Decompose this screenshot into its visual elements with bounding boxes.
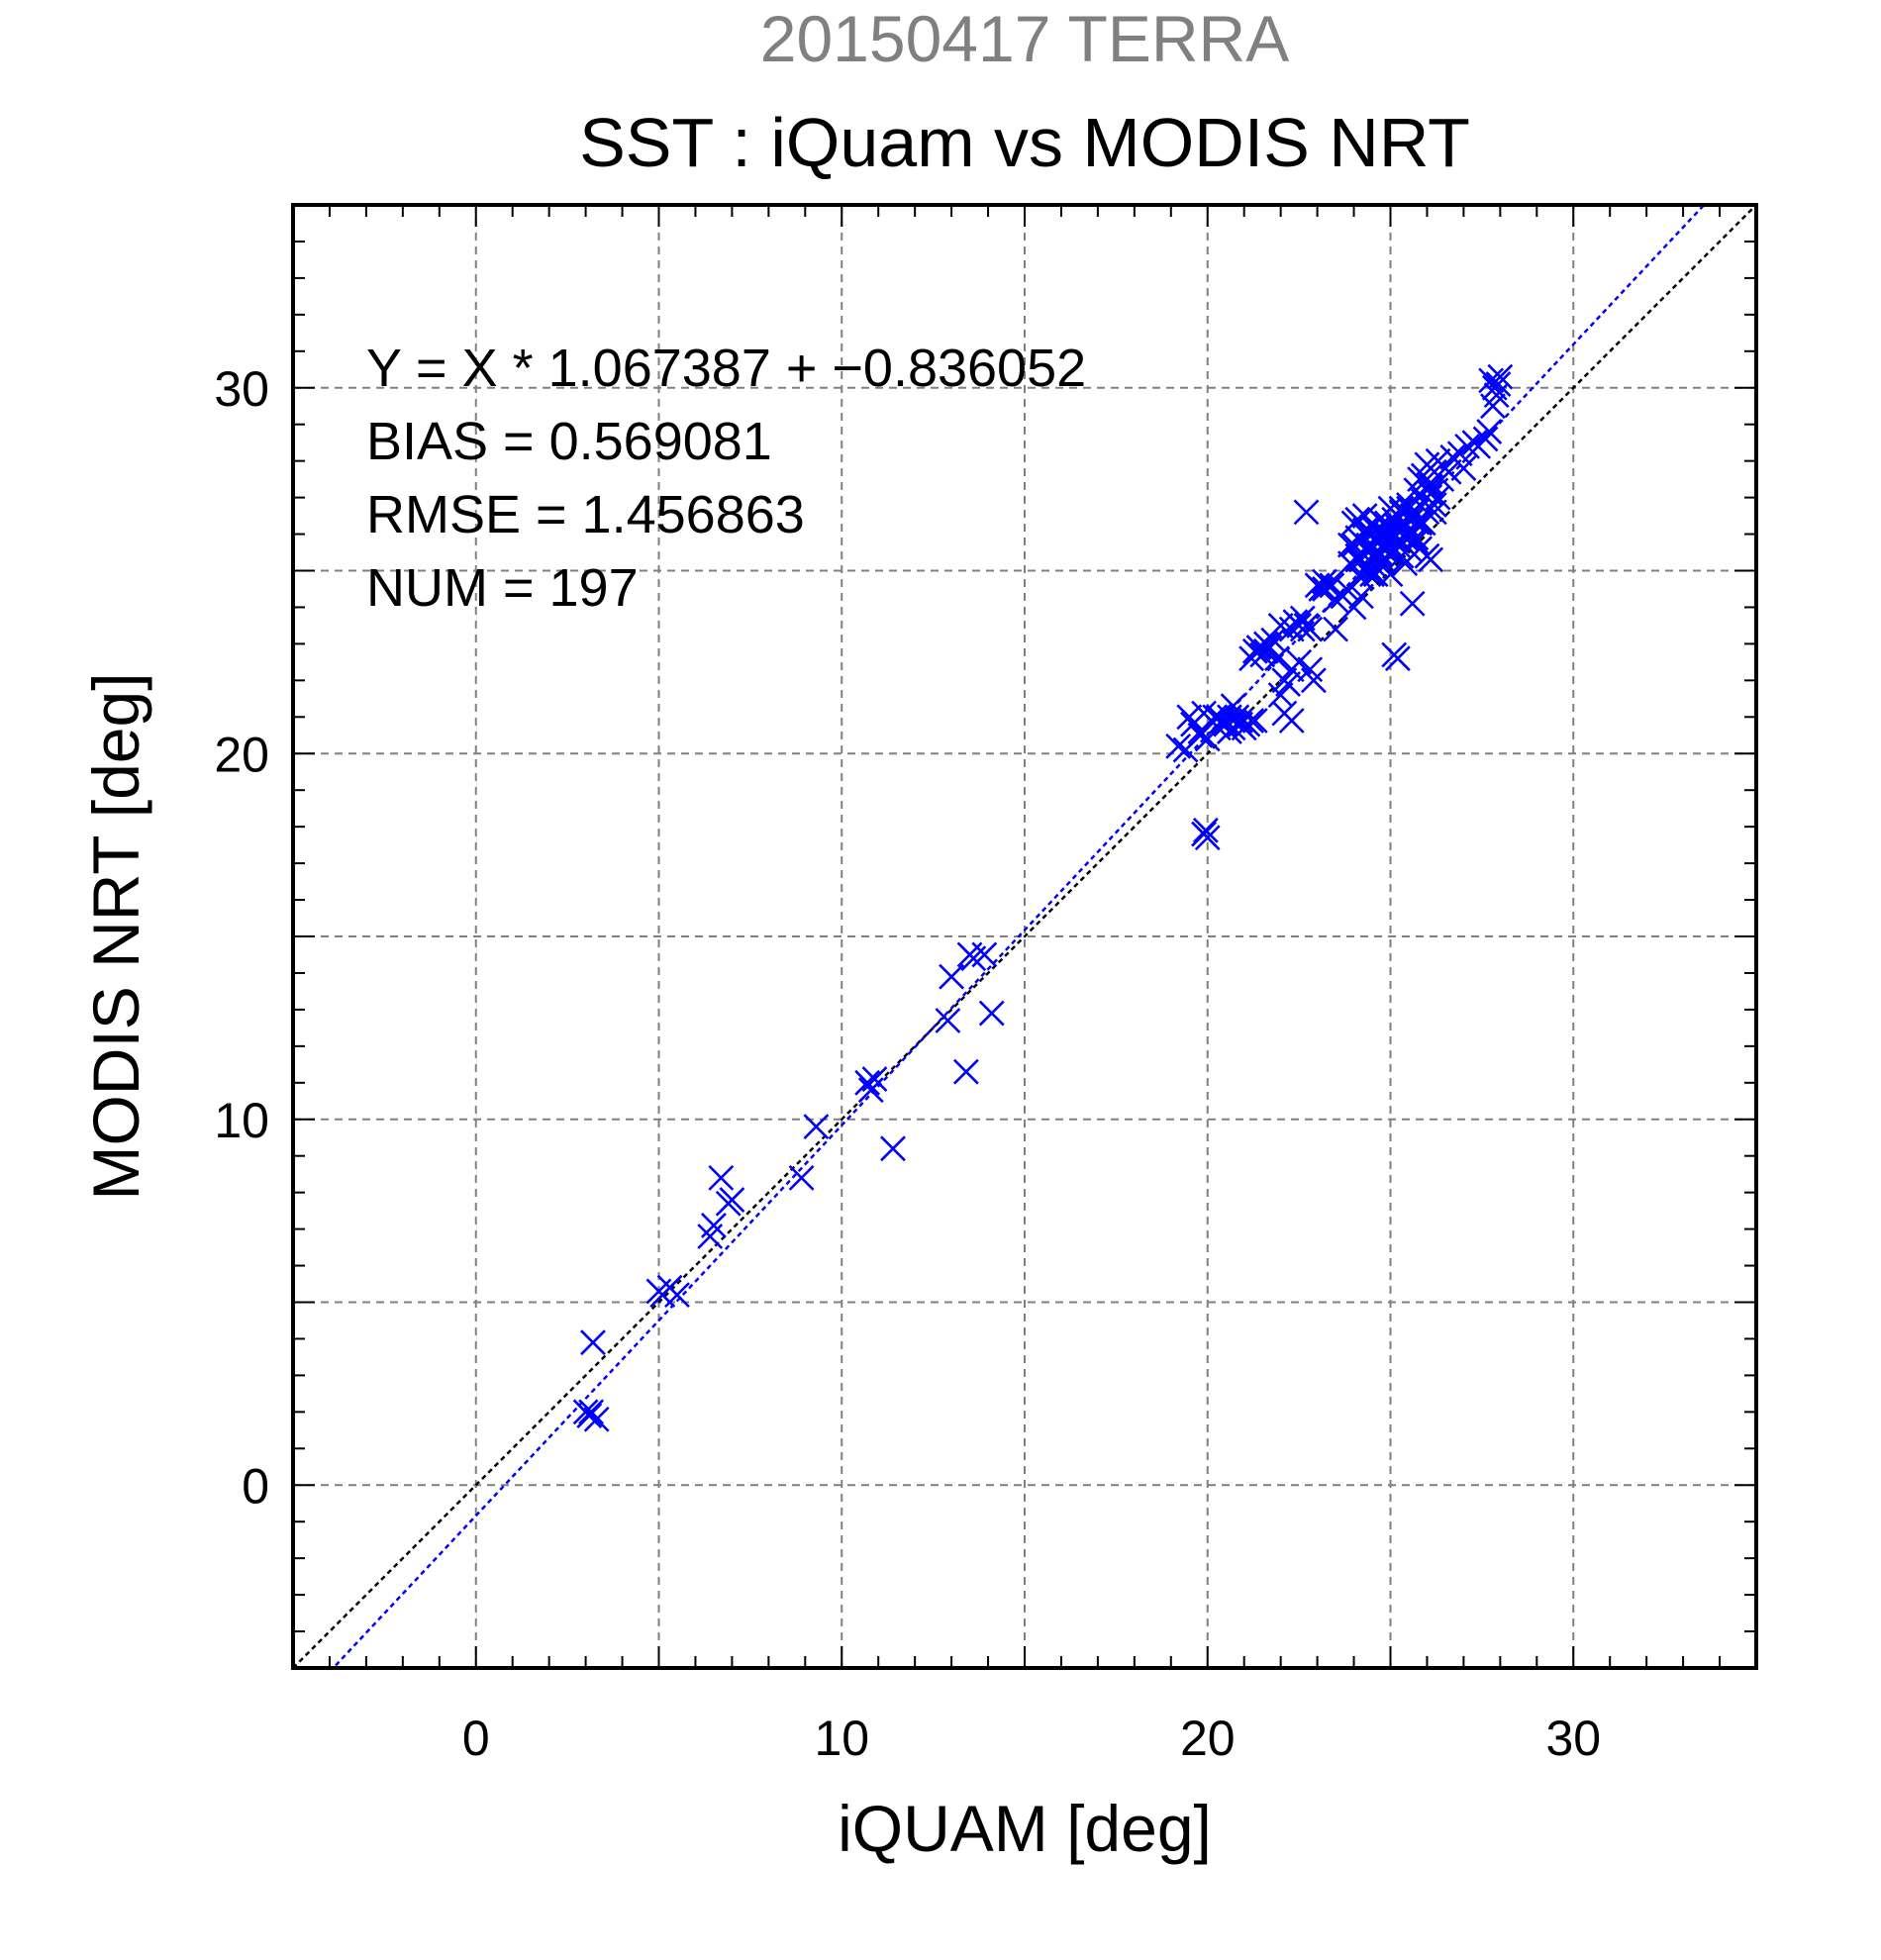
data-point <box>1418 546 1444 573</box>
data-point <box>576 1403 603 1428</box>
one-to-one-line <box>293 205 1756 1668</box>
data-point <box>1362 553 1389 580</box>
regression-line <box>331 205 1707 1668</box>
data-point <box>1238 645 1265 672</box>
plot-frame <box>291 203 1758 1670</box>
data-point <box>1264 645 1290 672</box>
x-axis-label: iQUAM [deg] <box>838 1792 1212 1865</box>
data-point <box>1348 564 1374 591</box>
data-point <box>1478 367 1505 394</box>
data-point <box>1399 590 1426 617</box>
data-point <box>1241 708 1268 734</box>
data-point <box>1289 616 1316 642</box>
data-point <box>1323 616 1348 642</box>
data-point <box>1388 495 1415 522</box>
data-point <box>1454 433 1481 459</box>
data-point <box>803 1114 830 1140</box>
data-point <box>1450 455 1477 481</box>
data-point <box>1293 499 1320 526</box>
data-point <box>701 1212 727 1238</box>
data-point <box>1418 473 1444 500</box>
y-tick-label: 0 <box>242 1458 269 1514</box>
data-point <box>1297 656 1324 683</box>
stat-num: NUM = 197 <box>366 558 639 618</box>
data-point <box>708 1164 735 1191</box>
data-point <box>1228 711 1253 737</box>
stats-box: Y = X * 1.067387 + −0.836052 BIAS = 0.56… <box>366 339 1086 618</box>
data-point <box>1481 374 1508 401</box>
data-point <box>1348 583 1374 610</box>
data-point <box>1165 733 1192 759</box>
data-point <box>1336 532 1363 558</box>
x-tick-label: 30 <box>1545 1711 1601 1766</box>
data-point <box>580 1329 606 1356</box>
data-point <box>1373 521 1400 547</box>
data-point <box>1278 708 1305 734</box>
data-point <box>1297 616 1324 642</box>
y-tick-label: 30 <box>214 361 269 417</box>
data-point <box>788 1164 815 1191</box>
x-tick-label: 0 <box>462 1711 490 1766</box>
data-point <box>1192 817 1219 843</box>
data-point <box>1315 572 1341 599</box>
chart-title: SST : iQuam vs MODIS NRT <box>579 104 1470 181</box>
stat-regression: Y = X * 1.067387 + −0.836052 <box>366 339 1086 398</box>
data-point <box>1465 433 1492 459</box>
data-point <box>1377 561 1404 588</box>
y-axis-label: MODIS NRT [deg] <box>79 672 152 1200</box>
data-point <box>1344 542 1371 569</box>
data-point <box>880 1135 906 1162</box>
data-point <box>1384 645 1411 672</box>
data-point <box>1396 495 1422 522</box>
data-points <box>572 363 1514 1432</box>
data-point <box>1476 419 1503 445</box>
data-point <box>664 1282 690 1309</box>
reference-lines <box>293 205 1756 1668</box>
y-tick-label: 20 <box>214 727 269 782</box>
data-point <box>1289 605 1316 632</box>
data-point <box>583 1406 610 1432</box>
data-point <box>1267 682 1294 709</box>
data-point <box>1388 529 1415 554</box>
x-tick-label: 10 <box>814 1711 869 1766</box>
data-point <box>978 1000 1005 1027</box>
x-tick-label: 20 <box>1180 1711 1236 1766</box>
data-point <box>1436 458 1462 485</box>
x-tick-labels: 0 10 20 30 <box>462 1711 1601 1766</box>
data-point <box>1381 539 1408 565</box>
data-point <box>1275 671 1301 697</box>
data-point <box>1220 693 1246 720</box>
y-tick-label: 10 <box>214 1093 269 1148</box>
y-tick-labels: 0 10 20 30 <box>214 361 269 1515</box>
data-point <box>939 963 965 990</box>
data-point <box>861 1066 888 1093</box>
data-point <box>854 1069 881 1096</box>
data-point <box>1187 722 1214 748</box>
data-point <box>1194 825 1221 851</box>
data-point <box>1340 594 1367 621</box>
data-point <box>1217 719 1242 744</box>
data-point <box>952 1058 979 1085</box>
data-point <box>935 1008 961 1033</box>
data-point <box>1245 635 1272 661</box>
data-point <box>719 1187 745 1213</box>
data-point <box>1286 648 1313 675</box>
data-point <box>1176 704 1203 731</box>
chart-subtitle: 20150417 TERRA <box>760 2 1289 75</box>
data-point <box>1252 637 1279 664</box>
stat-bias: BIAS = 0.569081 <box>366 412 772 471</box>
data-point <box>1425 484 1451 511</box>
stat-rmse: RMSE = 1.456863 <box>366 485 805 544</box>
data-point <box>578 1399 605 1425</box>
data-point <box>971 941 998 968</box>
